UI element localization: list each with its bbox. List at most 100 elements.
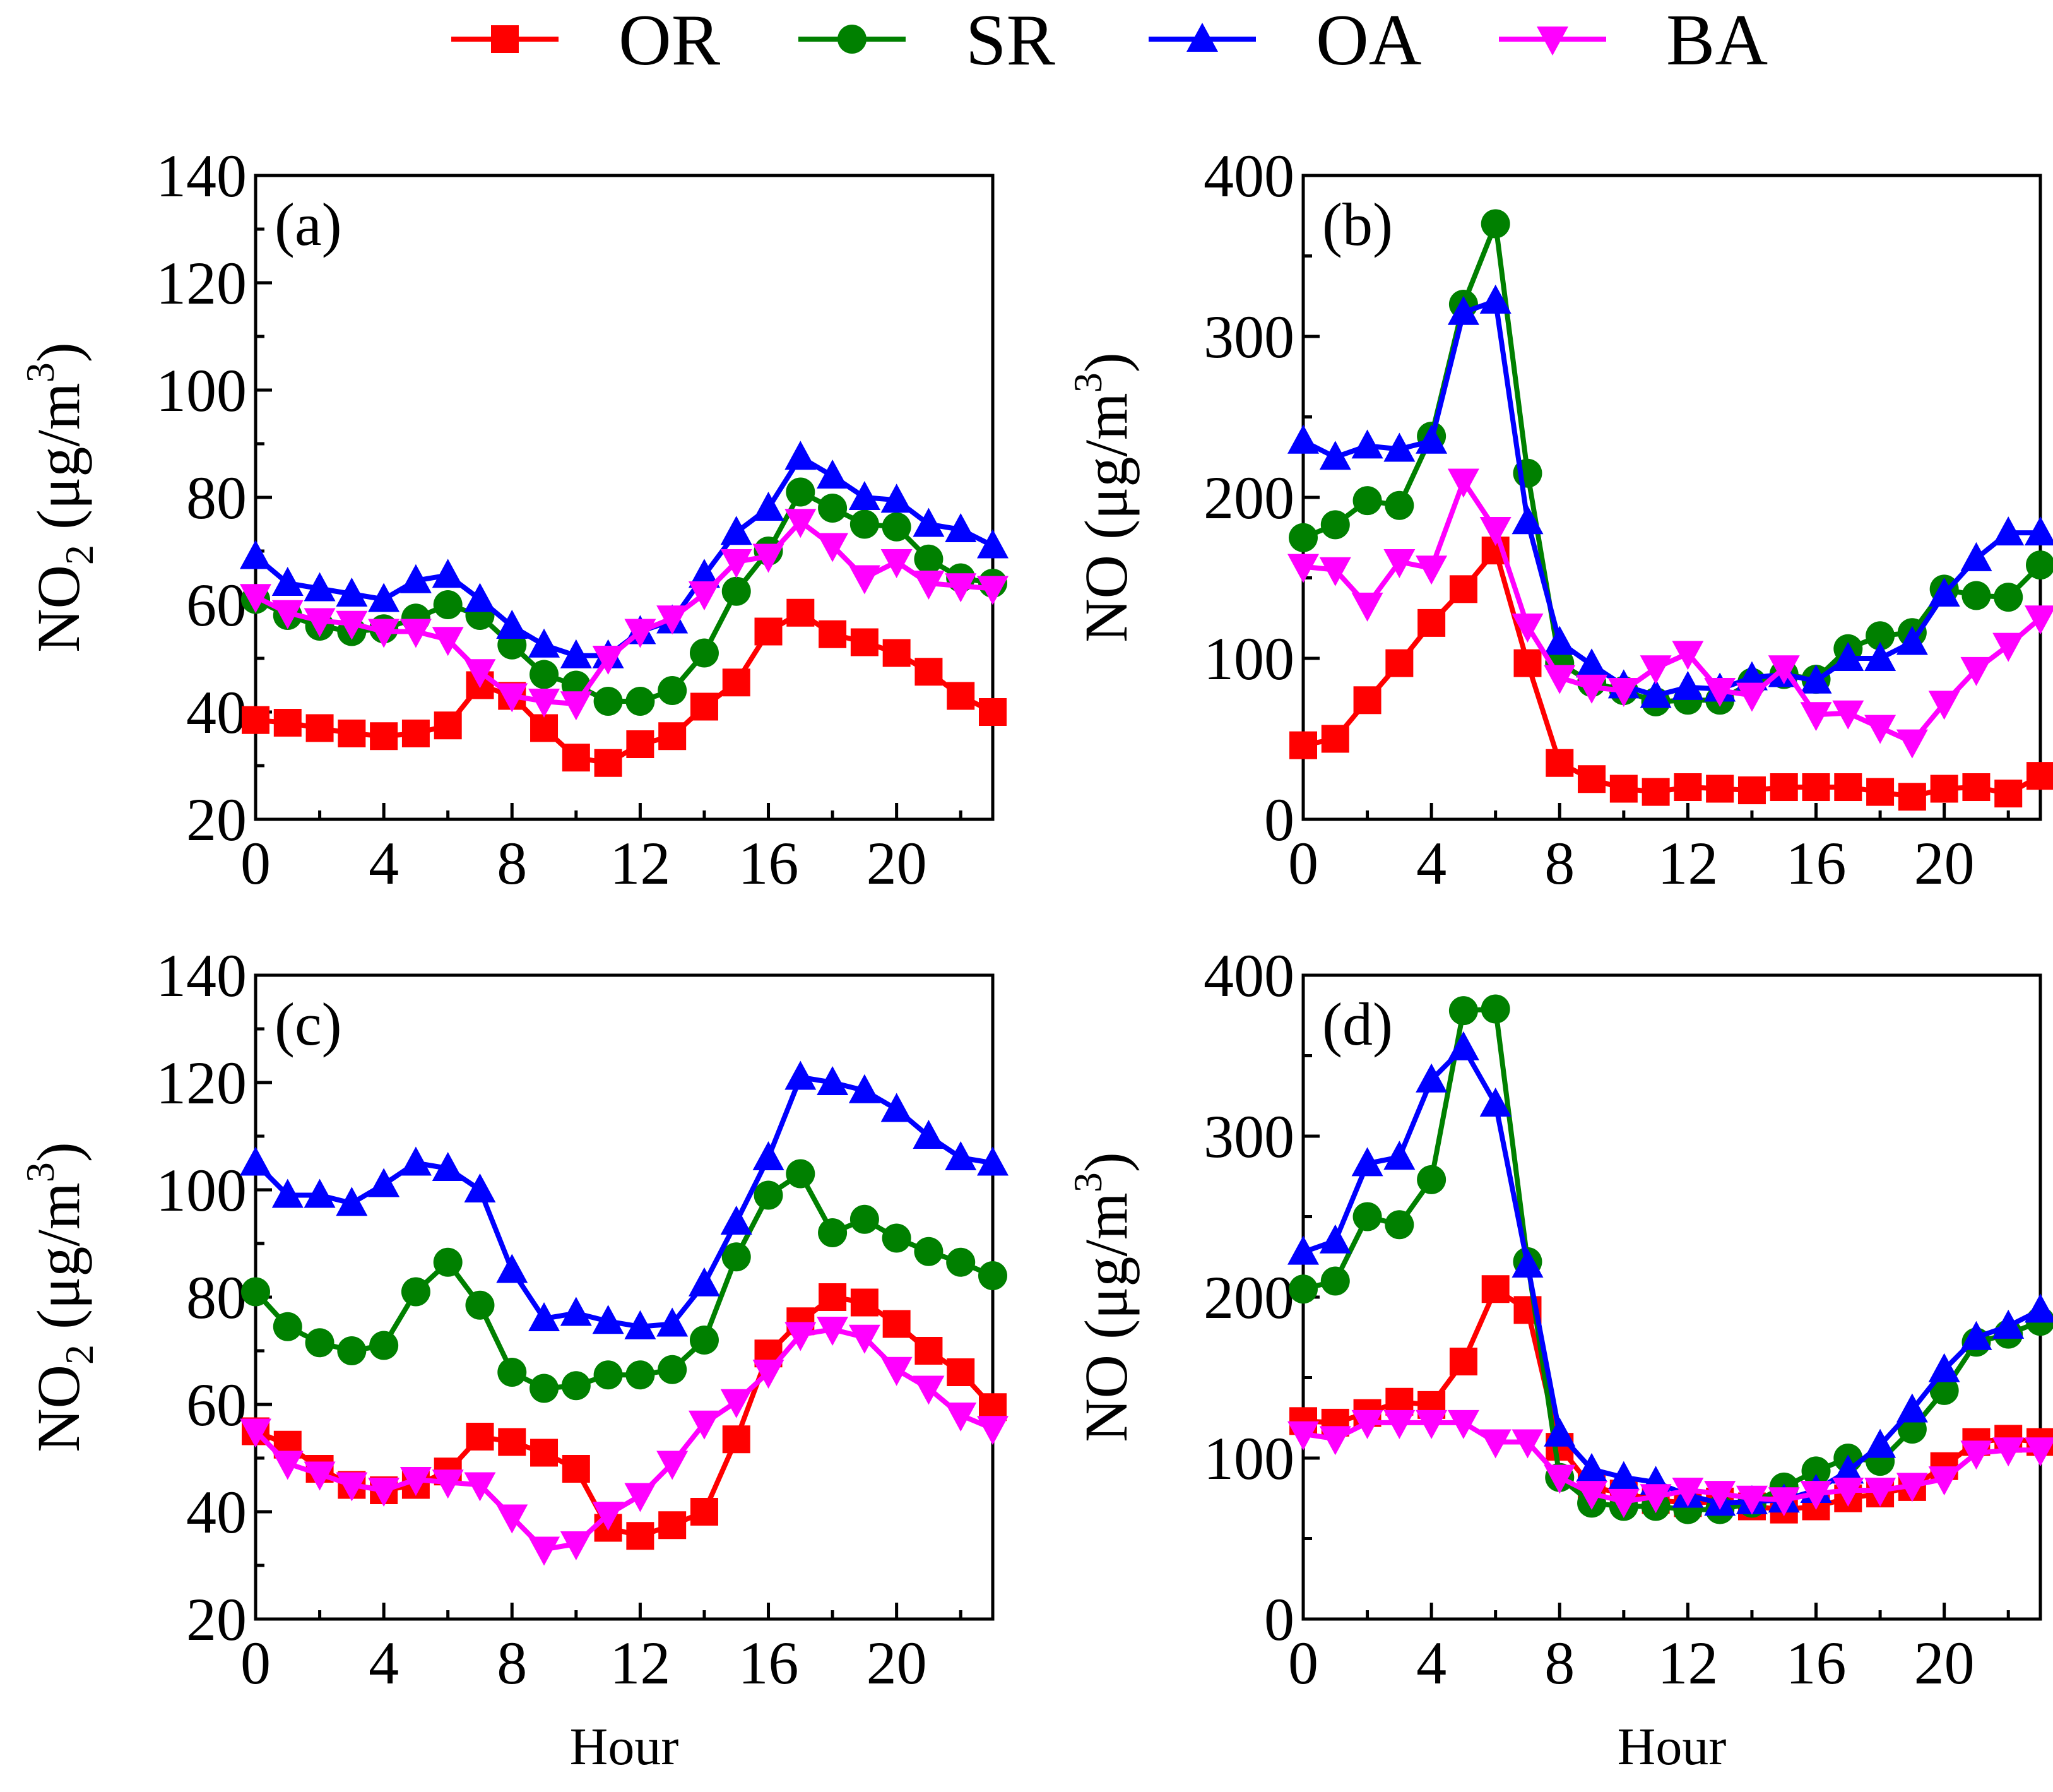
y-tick-label: 200 [1204, 1264, 1294, 1331]
data-point-sr [433, 590, 463, 619]
data-point-oa [1512, 1249, 1544, 1278]
data-point-oa [1896, 1393, 1928, 1423]
data-point-ba [1864, 1478, 1896, 1507]
data-point-ba [688, 1410, 720, 1440]
x-tick-label: 8 [497, 1629, 527, 1697]
data-point-sr [754, 1180, 783, 1210]
series-ba [1287, 1409, 2053, 1518]
data-point-oa [977, 529, 1009, 559]
y-axis-title: NO2 (μg/m3) [18, 342, 102, 652]
data-point-sr [914, 1237, 944, 1266]
y-tick-label: 120 [156, 1049, 247, 1117]
data-point-or [1385, 649, 1414, 677]
legend-label-oa: OA [1316, 0, 1422, 81]
data-point-ba [817, 533, 849, 562]
data-point-ba [752, 1360, 784, 1389]
data-point-or [1289, 731, 1317, 759]
data-point-or [1609, 774, 1638, 803]
data-point-ba [1447, 468, 1479, 498]
data-point-ba [496, 683, 528, 713]
data-point-or [594, 749, 622, 777]
data-point-ba [1992, 1437, 2025, 1467]
panel-label: (c) [275, 990, 342, 1058]
data-point-ba [977, 576, 1009, 605]
series-line-oa [1302, 298, 2040, 698]
x-tick-label: 8 [1544, 829, 1575, 897]
data-point-ba [2025, 1437, 2053, 1467]
data-point-oa [1607, 1461, 1640, 1490]
data-point-sr [849, 1204, 879, 1234]
data-point-oa [848, 1074, 880, 1103]
data-point-oa [720, 516, 752, 545]
data-point-ba [1479, 1429, 1512, 1459]
data-point-sr [1929, 1375, 1959, 1405]
data-point-ba [1704, 678, 1736, 707]
data-point-oa [1351, 1147, 1383, 1177]
data-point-or [562, 744, 590, 772]
data-point-or [530, 714, 559, 742]
x-tick-label: 16 [1786, 829, 1847, 897]
data-point-ba [913, 571, 945, 600]
x-tick-label: 4 [369, 829, 399, 897]
series-oa [240, 1060, 1009, 1339]
y-tick-label: 20 [186, 786, 247, 853]
data-point-ba [945, 573, 977, 603]
y-tick-label: 0 [1264, 786, 1294, 853]
data-point-ba [1416, 555, 1448, 585]
data-point-oa [1928, 578, 1960, 607]
data-point-ba [688, 581, 720, 610]
data-point-sr [849, 509, 879, 539]
data-point-or [1834, 773, 1862, 801]
data-point-ba [240, 1418, 271, 1448]
data-point-ba [1607, 678, 1640, 707]
x-tick-label: 4 [1416, 829, 1447, 897]
y-tick-label: 140 [156, 142, 247, 210]
data-point-or [1449, 575, 1477, 603]
data-point-or [2026, 762, 2053, 790]
data-point-ba [752, 543, 784, 573]
legend-entry-ba: BA [1499, 0, 1768, 81]
data-point-oa [1800, 664, 1832, 694]
data-point-oa [592, 1305, 624, 1334]
x-tick-label: 4 [369, 1629, 399, 1697]
data-point-ba [336, 1472, 368, 1502]
data-point-oa [720, 1206, 752, 1235]
data-point-or [819, 620, 847, 648]
series-sr [1289, 209, 2053, 716]
legend-label-ba: BA [1666, 0, 1768, 81]
data-point-sr [1320, 510, 1350, 540]
data-point-oa [1416, 1063, 1448, 1093]
data-point-oa [784, 441, 817, 470]
data-point-ba [1512, 614, 1544, 643]
data-point-oa [464, 583, 496, 612]
data-point-or [1674, 773, 1702, 801]
y-tick-label: 0 [1264, 1586, 1294, 1653]
data-point-oa [1447, 1031, 1479, 1060]
data-point-ba [1479, 517, 1512, 546]
data-point-ba [464, 1472, 496, 1502]
panel-b: 0 100 200 300 400 0 4 8 12 16 20 NO (μg/m3) (b) [1065, 142, 2053, 897]
data-point-or [1578, 765, 1606, 793]
data-point-oa [1544, 626, 1576, 655]
data-point-or [1481, 1275, 1510, 1303]
series-or [242, 598, 1007, 777]
data-point-sr [786, 477, 815, 507]
y-tick-label: 100 [1204, 625, 1294, 692]
data-point-sr [241, 1277, 270, 1307]
data-point-ba [1319, 1426, 1351, 1456]
data-point-oa [1992, 516, 2025, 546]
data-point-ba [624, 619, 656, 648]
legend-marker-oa [1186, 23, 1218, 52]
data-point-oa [336, 578, 368, 607]
data-point-or [466, 1423, 494, 1451]
data-point-oa [880, 1093, 913, 1122]
data-point-ba [1960, 656, 1992, 686]
y-axis-title: NO (μg/m3) [1065, 1152, 1140, 1442]
data-point-sr [946, 1247, 976, 1277]
data-point-oa [977, 1146, 1009, 1176]
data-point-oa [496, 610, 528, 639]
plot-frame [1301, 973, 2042, 1621]
data-point-oa [560, 1297, 592, 1326]
data-point-or [1866, 778, 1895, 806]
